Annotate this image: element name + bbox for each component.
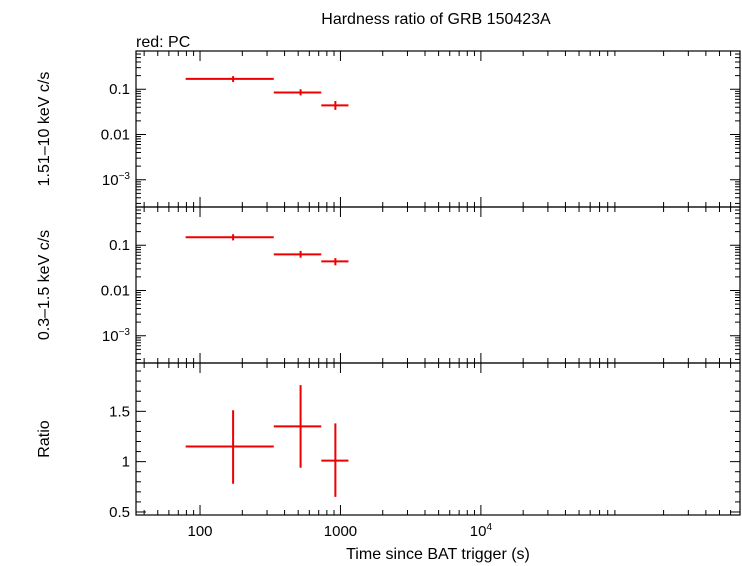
x-axis-label: Time since BAT trigger (s) — [346, 546, 530, 563]
x-tick-label: 1000 — [324, 523, 357, 540]
chart-title: Hardness ratio of GRB 150423A — [321, 11, 551, 28]
y-tick-label: 0.01 — [101, 126, 130, 143]
x-axis-tick-labels: 100 1000 104 — [188, 522, 493, 540]
panel-hard-band: 0.1 0.01 10−3 1.51–10 keV c/s — [36, 50, 741, 208]
panel-frame — [135, 50, 741, 208]
data-point-soft — [273, 250, 322, 258]
data-point-ratio — [321, 423, 349, 497]
y-axis-label-hard: 1.51–10 keV c/s — [36, 72, 53, 187]
y-tick-label: 0.01 — [101, 282, 130, 299]
data-point-ratio — [185, 410, 274, 484]
y-tick-label: 10−3 — [102, 171, 131, 189]
panel-ratio: 0.5 1 1.5 Ratio — [36, 362, 741, 521]
y-tick-label: 0.5 — [109, 504, 130, 521]
y-tick-label: 1.5 — [109, 403, 130, 420]
data-point-soft — [185, 234, 274, 241]
panel-frame — [135, 362, 741, 516]
x-tick-label: 100 — [188, 523, 213, 540]
y-tick-label: 0.1 — [109, 237, 130, 254]
legend-text: red: PC — [136, 34, 190, 51]
y-tick-label: 10−3 — [102, 327, 131, 345]
y-axis-label-soft: 0.3–1.5 keV c/s — [36, 230, 53, 340]
data-point-hard — [273, 89, 322, 96]
data-point-hard — [185, 76, 274, 82]
y-tick-label: 0.1 — [109, 81, 130, 98]
panel-frame — [135, 206, 741, 364]
data-point-ratio — [273, 385, 322, 468]
x-tick-label: 104 — [470, 522, 493, 540]
y-tick-label: 1 — [122, 454, 130, 471]
panel-soft-band: 0.1 0.01 10−3 0.3–1.5 keV c/s — [36, 206, 741, 364]
data-point-hard — [321, 100, 349, 110]
y-axis-label-ratio: Ratio — [36, 420, 53, 457]
data-point-soft — [321, 258, 349, 266]
